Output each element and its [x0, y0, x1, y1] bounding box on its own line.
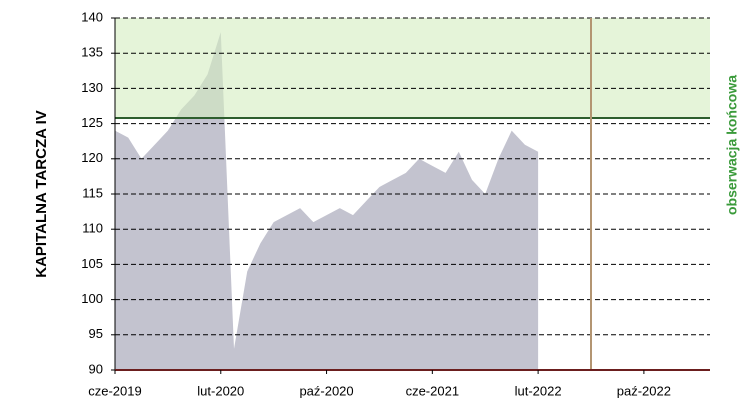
y-tick-label: 105	[81, 256, 103, 271]
right-label: obserwacja końcowa	[724, 75, 740, 215]
x-tick-label: lut-2020	[197, 383, 244, 398]
y-tick-label: 120	[81, 150, 103, 165]
y-tick-label: 110	[82, 221, 103, 236]
y-tick-label: 130	[81, 80, 103, 95]
y-tick-label: 135	[81, 45, 103, 60]
x-tick-label: paź-2022	[617, 383, 671, 398]
y-tick-label: 95	[89, 326, 103, 341]
x-tick-label: lut-2022	[515, 383, 562, 398]
y-tick-label: 125	[81, 115, 103, 130]
y-tick-label: 140	[81, 9, 103, 24]
y-axis-label: KAPITALNA TARCZA IV	[33, 110, 50, 277]
y-tick-label: 115	[82, 185, 103, 200]
y-tick-label: 100	[81, 291, 103, 306]
y-tick-label: 90	[89, 361, 103, 376]
barrier-zone	[115, 18, 710, 118]
x-tick-label: cze-2021	[406, 383, 459, 398]
x-tick-label: paź-2020	[299, 383, 353, 398]
x-tick-label: cze-2019	[88, 383, 141, 398]
